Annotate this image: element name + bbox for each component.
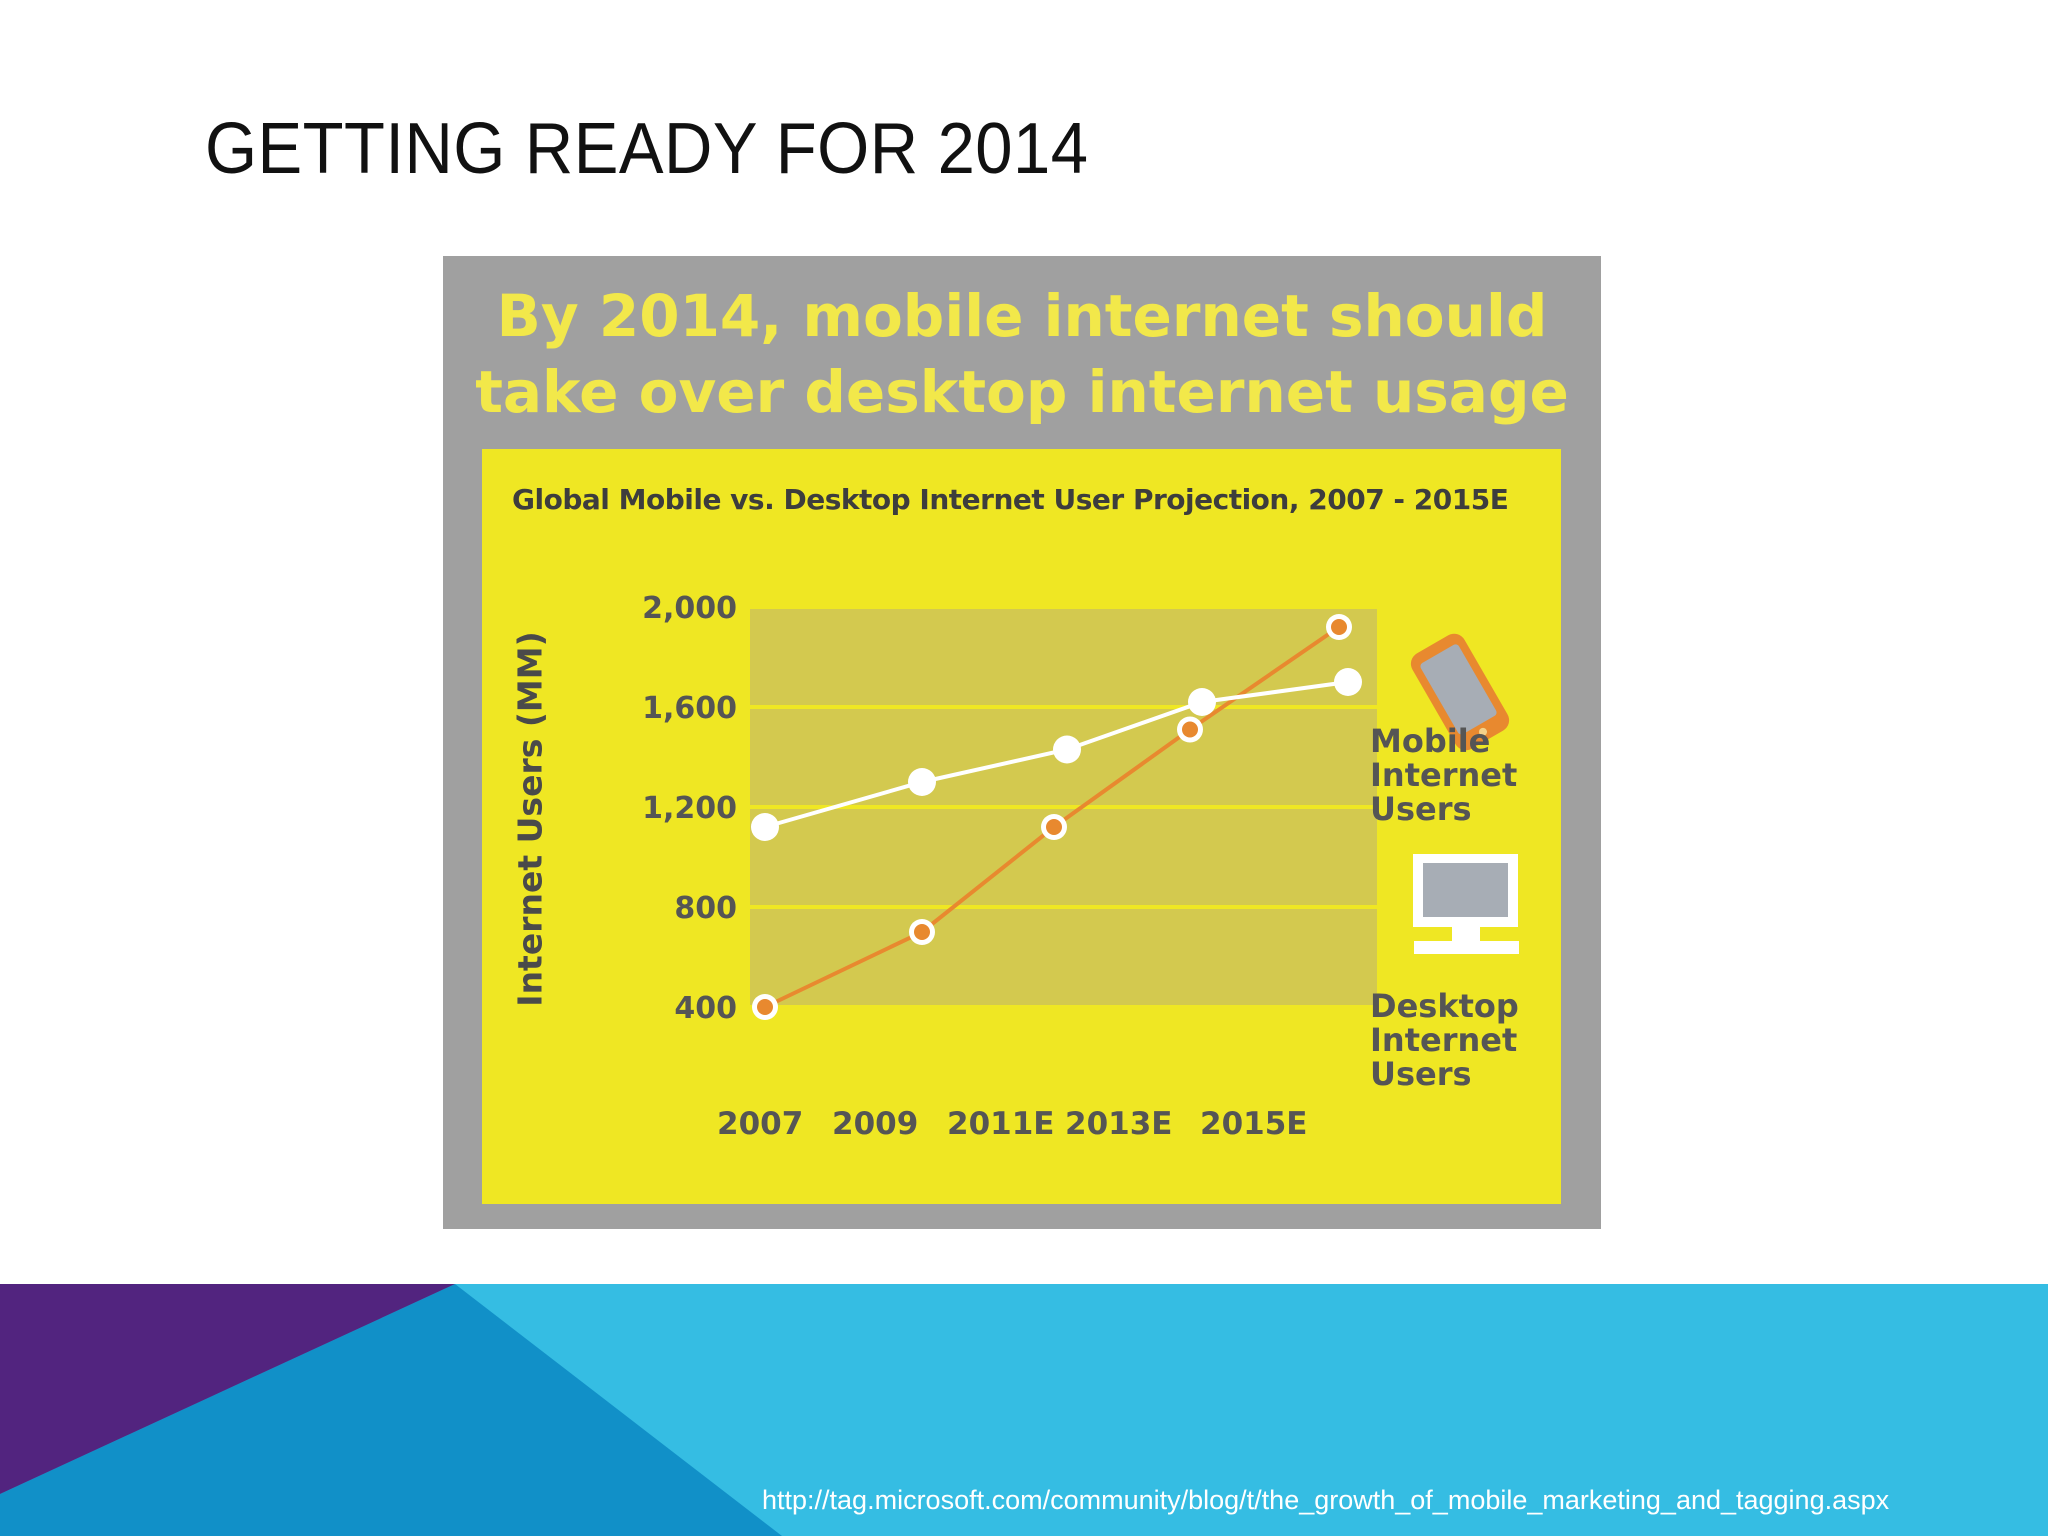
mobile-data-point-core [1182,721,1198,738]
slide-title: GETTING READY FOR 2014 [205,109,1089,189]
y-tick-label: 1,200 [642,791,737,826]
chart-panel: Global Mobile vs. Desktop Internet User … [482,449,1561,1204]
chart-title: Global Mobile vs. Desktop Internet User … [512,483,1509,516]
y-tick-label: 1,600 [642,691,737,726]
legend-mobile-label: Mobile Internet Users [1370,722,1518,828]
y-tick-label: 800 [674,891,737,926]
y-tick-label: 400 [674,991,737,1026]
mobile-data-point-core [1331,619,1347,635]
source-url[interactable]: http://tag.microsoft.com/community/blog/… [762,1485,1890,1515]
infographic-headline: By 2014, mobile internet should take ove… [443,278,1601,430]
x-tick-label: 2015E [1200,1106,1307,1142]
footer-band [0,1284,2048,1536]
y-tick-labels: 2,000 1,600 1,200 800 400 [642,591,737,1026]
line-chart: 2,000 1,600 1,200 800 400 2007 2009 2011E 2013E… [642,591,1519,1142]
footer-blue-shape [0,1284,782,1536]
series-points [751,614,1362,1020]
desktop-data-point [1188,688,1216,716]
x-tick-label: 2009 [832,1106,918,1142]
desktop-data-point [751,813,779,841]
mobile-data-point-core [757,999,773,1015]
gridlines [750,605,1377,1009]
mobile-data-point-core [1046,819,1062,835]
desktop-computer-icon [1413,854,1519,954]
x-tick-label: 2007 [717,1106,803,1142]
desktop-data-point [1334,668,1362,696]
x-tick-label: 2013E [1065,1106,1172,1142]
footer-purple-shape [0,1284,455,1494]
legend-desktop-label: Desktop Internet Users [1370,987,1519,1093]
x-tick-labels: 2007 2009 2011E 2013E 2015E [717,1106,1307,1142]
desktop-data-point [1053,735,1081,764]
headline-line-2: take over desktop internet usage [475,358,1569,426]
infographic: By 2014, mobile internet should take ove… [443,256,1601,1229]
y-tick-label: 2,000 [642,591,737,626]
x-tick-label: 2011E [947,1106,1054,1142]
mobile-phone-icon [1410,633,1510,751]
mobile-data-point-core [914,924,930,940]
desktop-data-point [908,768,936,796]
headline-line-1: By 2014, mobile internet should [496,282,1548,350]
